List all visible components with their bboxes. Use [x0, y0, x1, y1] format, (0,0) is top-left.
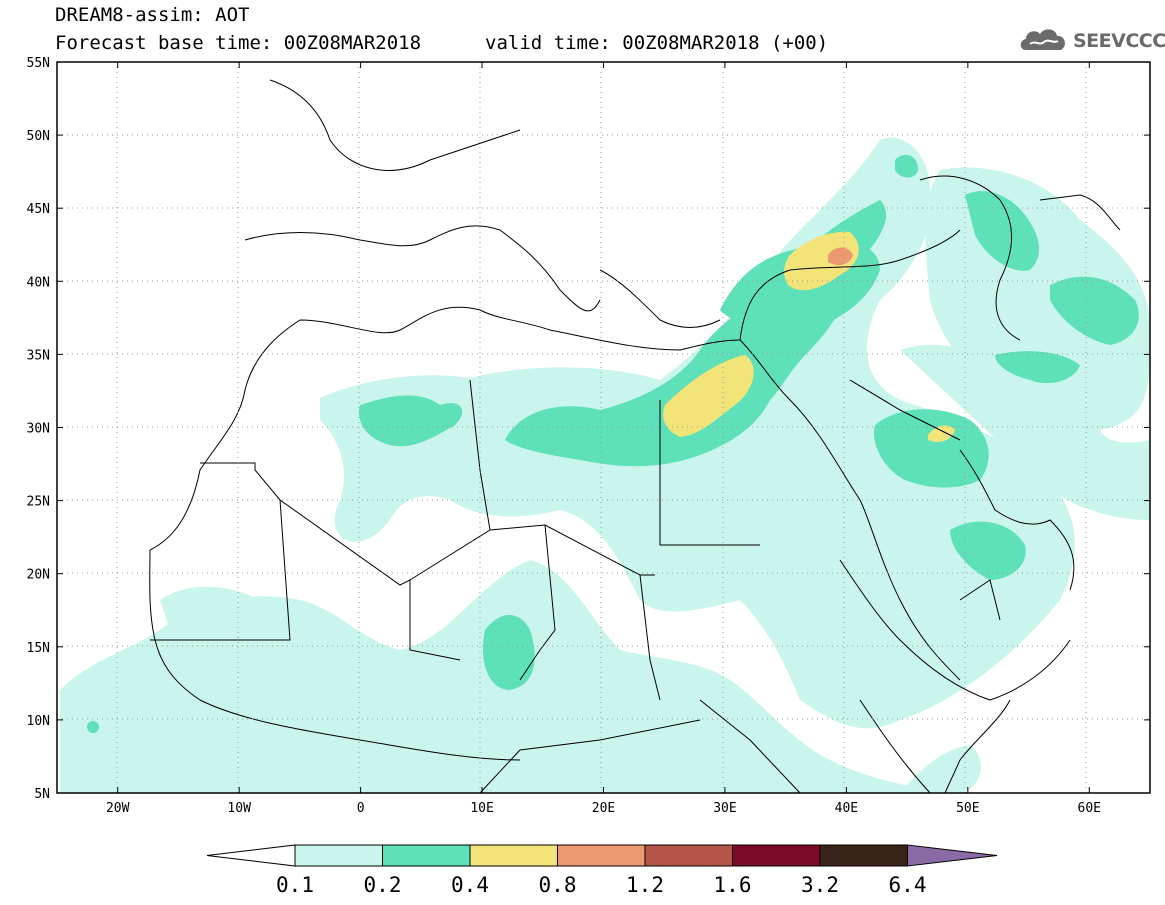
forecast-base-time: Forecast base time: 00Z08MAR2018 [55, 32, 422, 54]
lon-label: 50E [956, 801, 979, 816]
colorbar-segment [732, 844, 821, 867]
country-borders [150, 379, 1001, 793]
product-title: DREAM8-assim: AOT [55, 4, 250, 26]
colorbar-segment [294, 844, 383, 867]
lon-label: 60E [1078, 801, 1101, 816]
colorbar-underflow-arrow [206, 844, 296, 867]
colorbar-overflow-arrow [907, 844, 998, 867]
cloud-logo-icon [1020, 29, 1065, 50]
colorbar-label: 3.2 [801, 873, 839, 897]
colorbar-segment [819, 844, 908, 867]
longitude-labels: 20W 10W 0 10E 20E 30E 40E 50E 60E [106, 801, 1101, 816]
lon-label: 10W [227, 801, 251, 816]
axis-ticks [57, 61, 1150, 794]
coastlines [149, 79, 1121, 793]
colorbar-segment [644, 844, 733, 867]
lon-label: 30E [713, 801, 736, 816]
logo-text: SEEVCCC [1073, 30, 1165, 52]
lon-label: 20E [592, 801, 615, 816]
colorbar-label: 0.2 [363, 873, 402, 897]
lat-label: 15N [27, 641, 50, 656]
lat-label: 30N [27, 422, 50, 437]
seevccc-logo: SEEVCCC [1018, 24, 1165, 56]
colorbar-segment [557, 844, 646, 867]
lat-label: 40N [27, 275, 50, 290]
colorbar-label: 0.1 [276, 873, 314, 897]
lon-label: 10E [470, 801, 493, 816]
lon-label: 0 [357, 801, 365, 816]
lat-label: 25N [27, 495, 50, 510]
lon-label: 20W [106, 801, 130, 816]
graticule [57, 62, 1150, 793]
aot-level-0.4 [663, 231, 955, 442]
colorbar-label: 6.4 [888, 873, 927, 897]
colorbar-label: 0.8 [538, 873, 577, 897]
colorbar-label: 1.2 [626, 873, 664, 897]
lat-label: 35N [27, 348, 50, 363]
lat-label: 50N [27, 129, 50, 144]
colorbar-label: 1.6 [713, 873, 752, 897]
aot-level-0.8 [828, 247, 853, 266]
aot-contours [60, 137, 1150, 793]
lat-label: 20N [27, 568, 50, 583]
lat-label: 5N [34, 787, 50, 802]
lat-label: 10N [27, 714, 50, 729]
lat-label: 45N [27, 202, 50, 217]
valid-time: valid time: 00Z08MAR2018 (+00) [485, 32, 829, 54]
colorbar [206, 844, 998, 867]
lat-label: 55N [27, 56, 50, 71]
latitude-labels: 5N 10N 15N 20N 25N 30N 35N 40N 45N 50N 55N [27, 56, 50, 802]
colorbar-label: 0.4 [451, 873, 489, 897]
colorbar-segment [382, 844, 471, 867]
colorbar-segment [469, 844, 558, 867]
lon-label: 40E [835, 801, 858, 816]
